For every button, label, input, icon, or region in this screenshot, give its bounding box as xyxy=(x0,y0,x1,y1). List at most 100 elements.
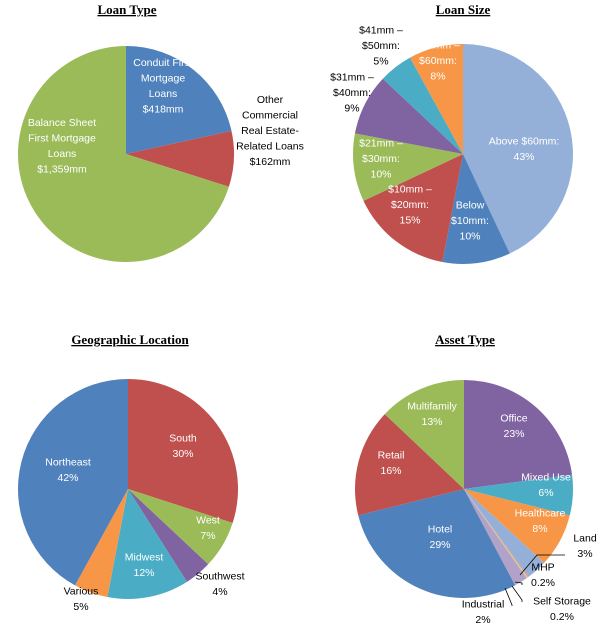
pie-slice-healthcare xyxy=(464,489,570,563)
slice-label-line: $50mm: xyxy=(362,40,400,52)
pie-slice-southwest xyxy=(128,489,209,582)
slice-label-line: Hotel xyxy=(428,523,453,535)
slice-label: Office 23% xyxy=(500,412,527,440)
slice-label: Conduit First Mortgage Loans $418mm xyxy=(133,57,193,116)
slice-label-line: 30% xyxy=(172,448,193,460)
slice-label-line: 10% xyxy=(370,169,391,181)
slice-label: South 30% xyxy=(169,432,197,460)
pie-slice-above-60mm xyxy=(463,44,574,254)
slice-label-line: 3% xyxy=(577,548,592,560)
slice-label-line: Northeast xyxy=(45,456,91,468)
slice-label-line: Other xyxy=(257,94,284,106)
slice-label-line: 15% xyxy=(399,215,420,227)
slice-label-line: $162mm xyxy=(250,156,291,168)
pie-slice-midwest xyxy=(107,489,187,599)
slice-label-line: MHP xyxy=(531,561,554,573)
slice-label-line: 16% xyxy=(380,465,401,477)
slice-label: West 7% xyxy=(196,514,220,542)
pie-slice-balance-sheet-first-mortgage-loans xyxy=(18,46,229,262)
pie-slice-below-10mm xyxy=(442,154,510,264)
pie-geographic-location: South 30% West 7% Southwest 4% Midwest 12% Vario… xyxy=(18,379,245,613)
pie-slice-hotel xyxy=(358,489,516,599)
pie-asset-type: Office 23% Mixed Use 6% Healthcare 8% Land 3% MH… xyxy=(355,380,597,626)
slice-label: Healthcare 8% xyxy=(515,507,566,535)
leader-line xyxy=(504,587,513,606)
slice-label-line: Various xyxy=(64,585,99,597)
slice-label-line: First Mortgage xyxy=(28,132,96,144)
slice-label-line: 23% xyxy=(503,428,524,440)
slice-label-line: 9% xyxy=(344,103,359,115)
pie-slice-multifamily xyxy=(384,380,464,489)
slice-label: Land 3% xyxy=(573,532,597,560)
pie-slice-land xyxy=(464,489,545,577)
slice-label: $41mm – $50mm: 5% xyxy=(359,25,403,68)
slice-label-line: Above $60mm: xyxy=(489,135,560,147)
slice-label-line: Office xyxy=(500,412,527,424)
slice-label-line: 7% xyxy=(200,530,215,542)
pie-slice-various xyxy=(75,489,128,598)
pie-slice-31mm-40mm xyxy=(354,78,463,154)
slice-label-line: $21mm – xyxy=(359,138,403,150)
slice-label: Retail 16% xyxy=(378,449,405,477)
slice-label-line: $30mm: xyxy=(362,153,400,165)
slice-label-line: Retail xyxy=(378,449,405,461)
slice-label: $51mm – $60mm: 8% xyxy=(416,40,460,83)
pie-slice-mixed-use xyxy=(464,474,573,516)
slice-label-line: 10% xyxy=(459,231,480,243)
slice-label-line: South xyxy=(169,432,197,444)
pie-slice-self-storage xyxy=(464,489,528,579)
slice-label-line: 0.2% xyxy=(531,577,555,589)
pie-slice-other-commercial-real-estate-related-loans xyxy=(126,130,234,187)
slice-label: Midwest 12% xyxy=(125,551,164,579)
pie-loan-type: Conduit First Mortgage Loans $418mm Other Com… xyxy=(18,46,304,262)
slice-label-line: $41mm – xyxy=(359,25,403,37)
slice-label-line: Balance Sheet xyxy=(28,117,96,129)
slice-label-line: Loans xyxy=(149,88,178,100)
slice-label-line: Conduit First xyxy=(133,57,193,69)
slice-label: $10mm – $20mm: 15% xyxy=(388,184,432,227)
slice-label-line: $20mm: xyxy=(391,199,429,211)
slice-label: Multifamily 13% xyxy=(407,400,457,428)
pie-slice-51mm-60mm xyxy=(410,44,463,154)
pie-slice-south xyxy=(128,379,239,523)
pie-slice-office xyxy=(464,380,573,489)
slice-label-line: 43% xyxy=(513,151,534,163)
leader-line xyxy=(519,554,565,576)
pie-slice-industrial xyxy=(464,489,527,586)
slice-label-line: 6% xyxy=(538,487,553,499)
leader-lines xyxy=(504,554,565,606)
slice-label-line: 0.2% xyxy=(550,611,574,623)
pie-slice-northeast xyxy=(18,379,128,586)
slice-label-line: $10mm: xyxy=(451,215,489,227)
slice-label-line: $51mm – xyxy=(416,40,460,52)
slice-label-line: Loans xyxy=(48,148,77,160)
slice-label-line: 5% xyxy=(373,56,388,68)
leader-line xyxy=(511,585,523,602)
slice-label-line: 8% xyxy=(532,523,547,535)
slice-label: MHP 0.2% xyxy=(531,561,555,589)
slice-label: Self Storage 0.2% xyxy=(533,595,591,623)
slice-label-line: 29% xyxy=(429,539,450,551)
chart-title-loan-size: Loan Size xyxy=(436,2,491,17)
pie-slice-41mm-50mm xyxy=(382,57,463,154)
slice-label-line: $31mm – xyxy=(330,72,374,84)
slice-label-line: Healthcare xyxy=(515,507,566,519)
slice-label-line: 2% xyxy=(475,614,490,626)
pie-slice-west xyxy=(128,489,233,565)
slice-label: Below $10mm: 10% xyxy=(451,200,489,243)
slice-label-line: $40mm: xyxy=(333,87,371,99)
chart-title-loan-type: Loan Type xyxy=(97,2,156,17)
pie-slice-mhp xyxy=(464,489,529,578)
slice-label: Southwest 4% xyxy=(195,570,244,598)
slice-label-line: Mortgage xyxy=(141,72,186,84)
slice-label-line: Self Storage xyxy=(533,595,591,607)
slice-label-line: Real Estate- xyxy=(241,125,299,137)
slice-label-line: 4% xyxy=(212,586,227,598)
pie-slice-21mm-30mm xyxy=(353,133,463,201)
slice-label: Other Commercial Real Estate- Related Loans… xyxy=(236,94,304,168)
slice-label-line: $10mm – xyxy=(388,184,432,196)
slice-label-line: $1,359mm xyxy=(37,163,87,175)
slice-label-line: Midwest xyxy=(125,551,164,563)
slice-label: $21mm – $30mm: 10% xyxy=(359,138,403,181)
